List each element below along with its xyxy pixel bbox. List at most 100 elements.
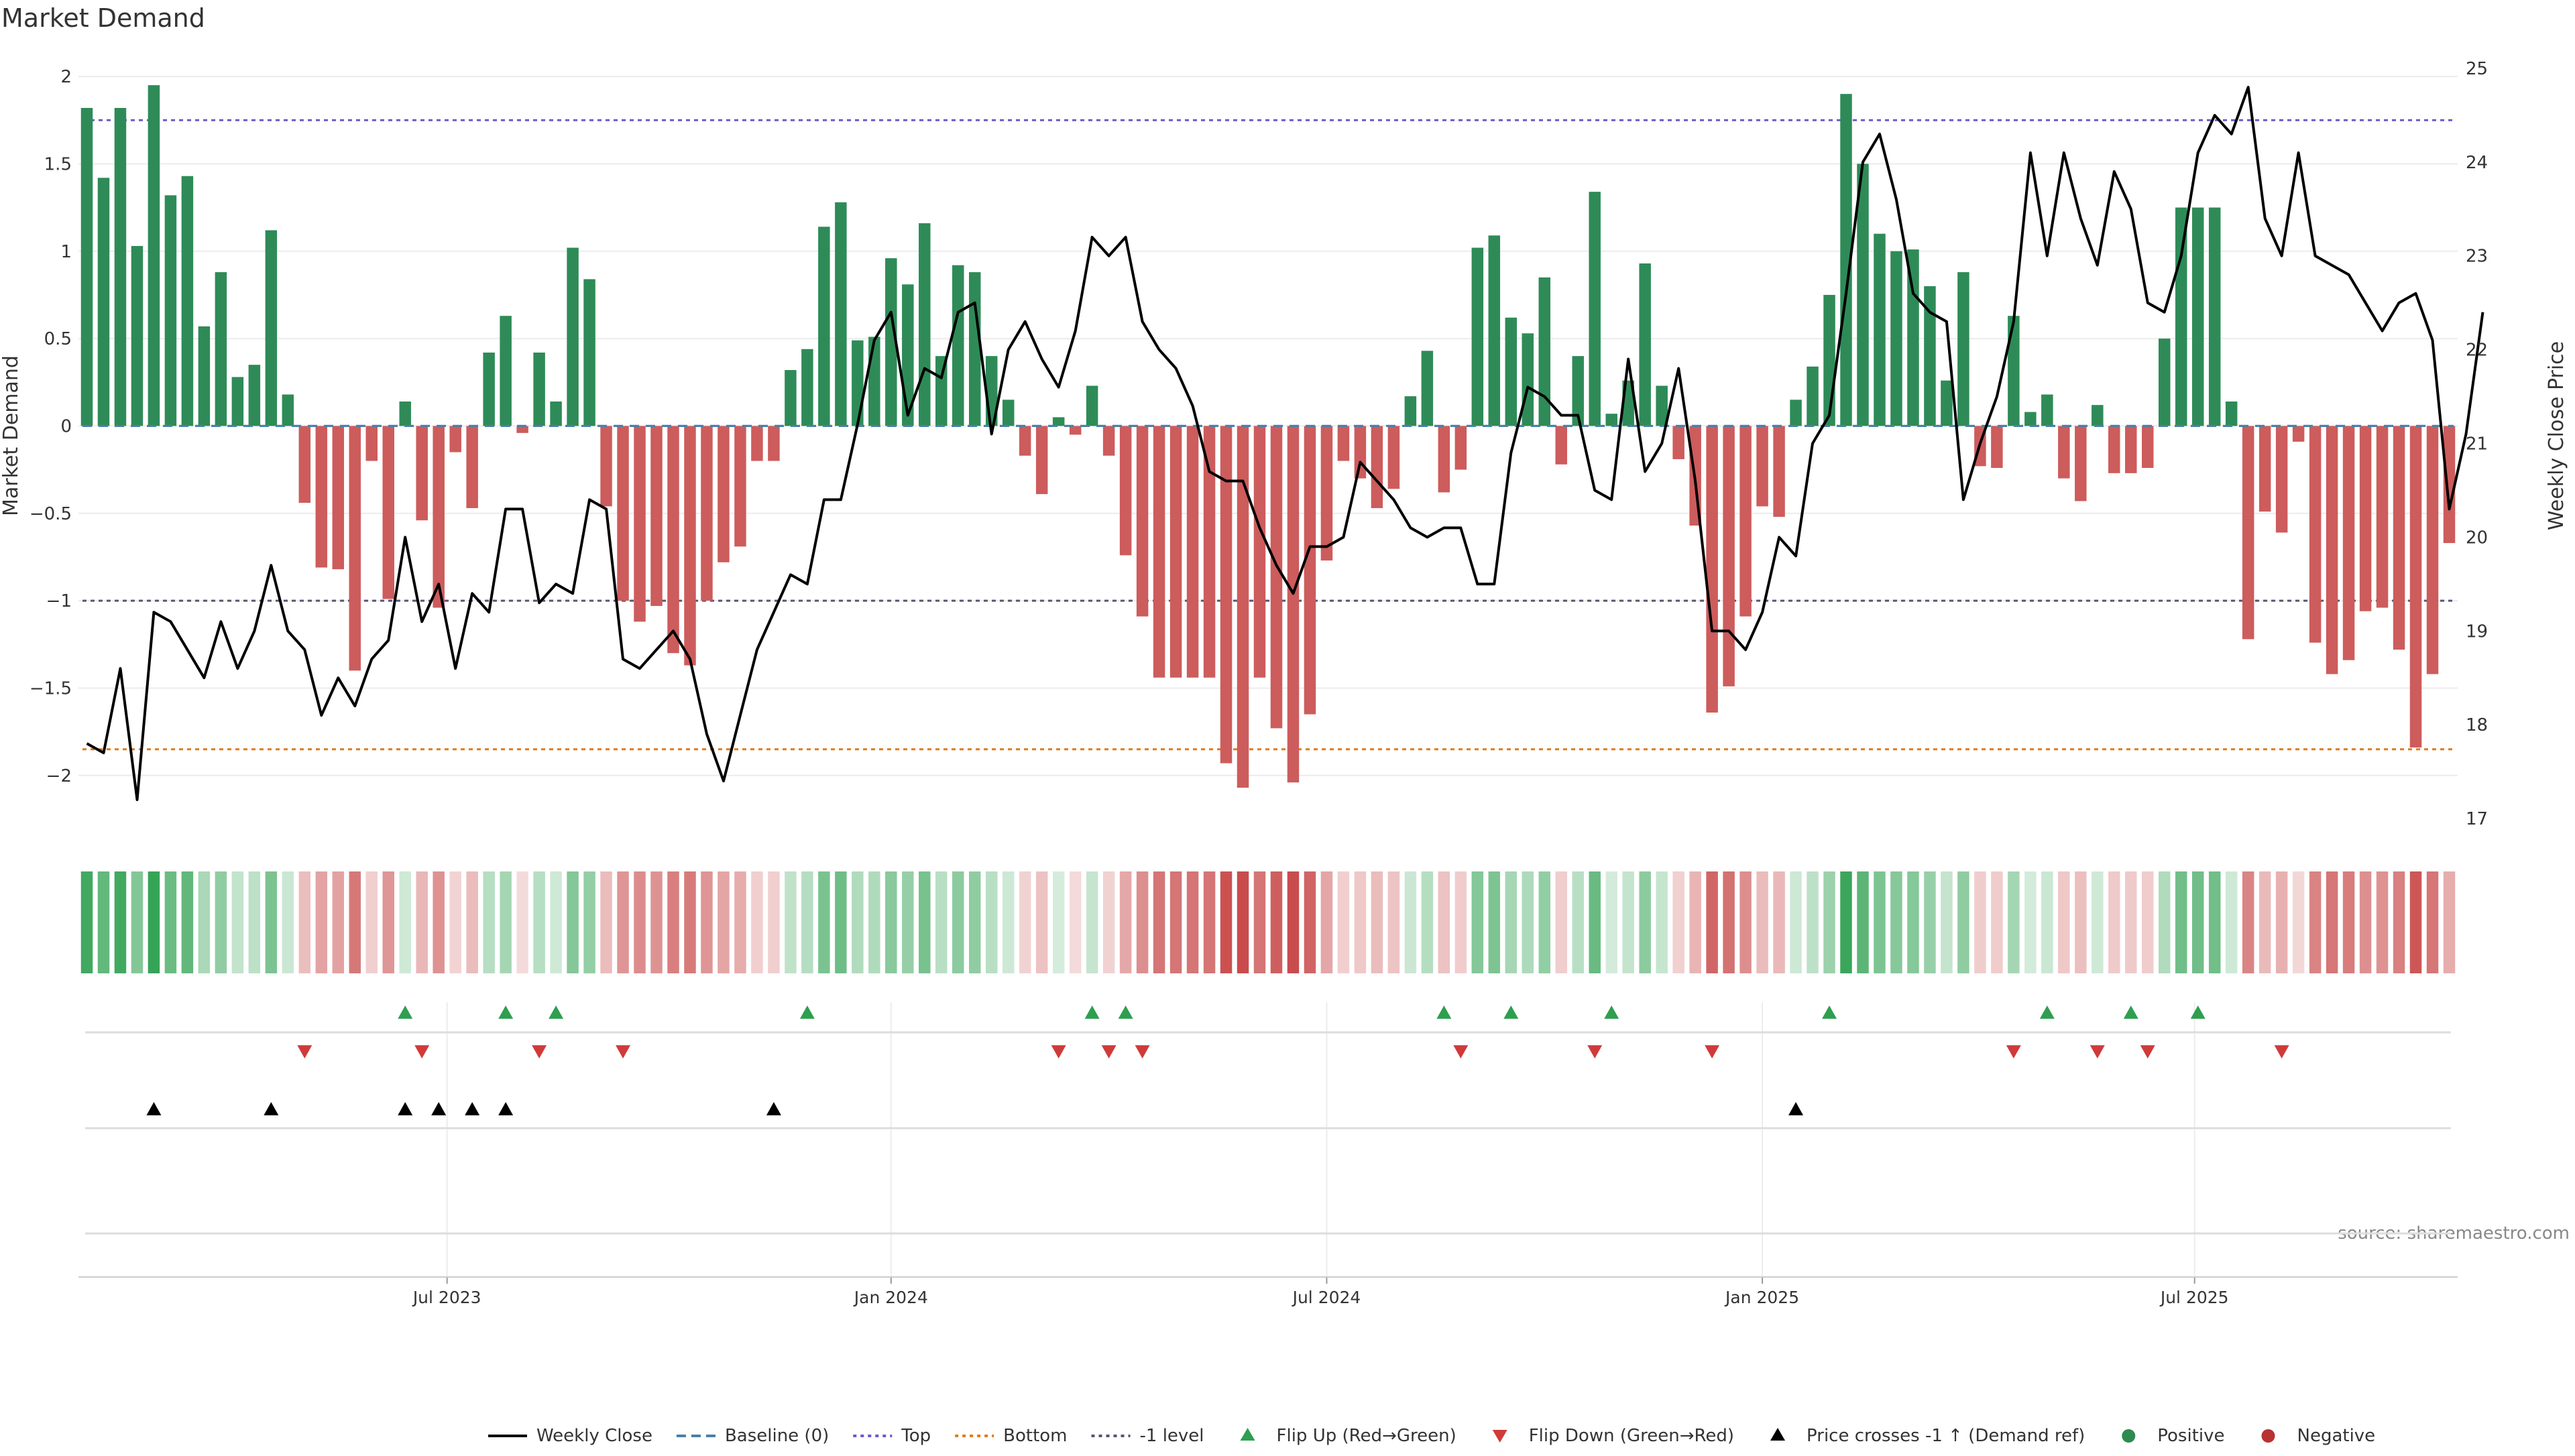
heat-cell (2191, 871, 2204, 973)
flip-down-marker (1705, 1045, 1720, 1058)
legend-swatch-triangle-down (1492, 1430, 1507, 1443)
heat-cell (416, 871, 428, 973)
heat-cell (1387, 871, 1400, 973)
demand-bar (282, 394, 294, 426)
legend-swatch-triangle-up (1240, 1428, 1255, 1441)
heat-cell (148, 871, 160, 973)
demand-bar (2075, 426, 2087, 501)
demand-bar (1253, 426, 1266, 678)
demand-bar (2292, 426, 2305, 442)
legend-item-8: Positive (2122, 1426, 2225, 1446)
demand-bar (1656, 385, 1668, 426)
heat-cell (500, 871, 512, 973)
demand-bar (919, 223, 931, 426)
demand-bar (1723, 426, 1735, 686)
demand-bar (416, 426, 428, 521)
demand-bar (1304, 426, 1316, 715)
heat-cell (1505, 871, 1518, 973)
flip-down-marker (2140, 1045, 2155, 1058)
heat-cell (868, 871, 880, 973)
demand-bar (667, 426, 679, 654)
demand-bar (1874, 233, 1886, 426)
demand-bar (2426, 426, 2439, 674)
y-tick-label: −1 (46, 591, 72, 611)
heat-cell (2443, 871, 2456, 973)
legend-label: Baseline (0) (725, 1426, 829, 1446)
heat-cell (483, 871, 495, 973)
heat-cell (701, 871, 713, 973)
y2-axis-label: Weekly Close Price (2545, 341, 2568, 530)
demand-bar (2041, 394, 2053, 426)
heat-cell (248, 871, 261, 973)
heat-cell (1790, 871, 1802, 973)
legend-label: Top (901, 1426, 931, 1446)
demand-bar (248, 365, 261, 426)
heat-cell (332, 871, 345, 973)
heat-cell (1605, 871, 1617, 973)
heat-cell (1186, 871, 1199, 973)
demand-bar (1924, 286, 1936, 426)
heat-cell (1371, 871, 1383, 973)
demand-bar (600, 426, 612, 507)
heat-cell (1857, 871, 1869, 973)
demand-bar (365, 426, 378, 461)
heat-cell (1622, 871, 1634, 973)
heat-cell (650, 871, 663, 973)
demand-bar (2058, 426, 2070, 479)
demand-bar (2208, 207, 2221, 426)
heat-cell (2075, 871, 2087, 973)
demand-bar (1136, 426, 1149, 617)
heat-cell (433, 871, 445, 973)
heat-cell (2409, 871, 2422, 973)
demand-bar (131, 245, 144, 426)
demand-bar (231, 377, 244, 426)
demand-bar (1019, 426, 1031, 456)
demand-bar (785, 370, 797, 426)
heat-cell (1086, 871, 1098, 973)
y-tick-label: −0.5 (30, 504, 72, 524)
heat-cell (952, 871, 964, 973)
flip-down-marker (2274, 1045, 2289, 1058)
demand-bar (1857, 164, 1869, 426)
demand-bar (1957, 272, 1969, 426)
demand-bar (2275, 426, 2288, 533)
heat-cell (2242, 871, 2254, 973)
flip-down-marker (2006, 1045, 2021, 1058)
heat-cell (1572, 871, 1584, 973)
flip-down-marker (414, 1045, 430, 1058)
x-tick-label: Jul 2024 (1292, 1288, 1361, 1307)
heat-cell (2142, 871, 2154, 973)
legend-label: Negative (2297, 1426, 2376, 1446)
demand-bar (533, 352, 545, 426)
heat-cell (1941, 871, 1953, 973)
demand-bar (2159, 339, 2171, 426)
demand-bar (2309, 426, 2322, 643)
legend-swatch-circle (2122, 1429, 2136, 1443)
demand-bar (1421, 351, 1434, 426)
demand-bar (80, 107, 93, 426)
heat-cell (215, 871, 227, 973)
heat-cell (1404, 871, 1417, 973)
demand-bar (1991, 426, 2003, 468)
legend: Weekly Close Baseline (0) Top Bottom -1 leve… (488, 1426, 2376, 1446)
demand-bar (2376, 426, 2389, 608)
demand-bar (2024, 412, 2037, 426)
demand-bar (1589, 192, 1601, 426)
demand-bar (718, 426, 730, 562)
demand-bar (835, 202, 847, 426)
heat-cell (2258, 871, 2271, 973)
heat-cell (2058, 871, 2070, 973)
heat-cell (1253, 871, 1266, 973)
heat-cell (265, 871, 278, 973)
demand-bar (1086, 385, 1098, 426)
heat-cell (1522, 871, 1534, 973)
demand-bar (1203, 426, 1216, 678)
y-tick-label: 2 (60, 67, 72, 87)
flip-up-marker (1503, 1006, 1519, 1019)
demand-bar (198, 326, 211, 426)
heat-cell (2108, 871, 2120, 973)
heat-cell (1773, 871, 1785, 973)
heat-cell (2393, 871, 2405, 973)
heat-cell (1304, 871, 1316, 973)
